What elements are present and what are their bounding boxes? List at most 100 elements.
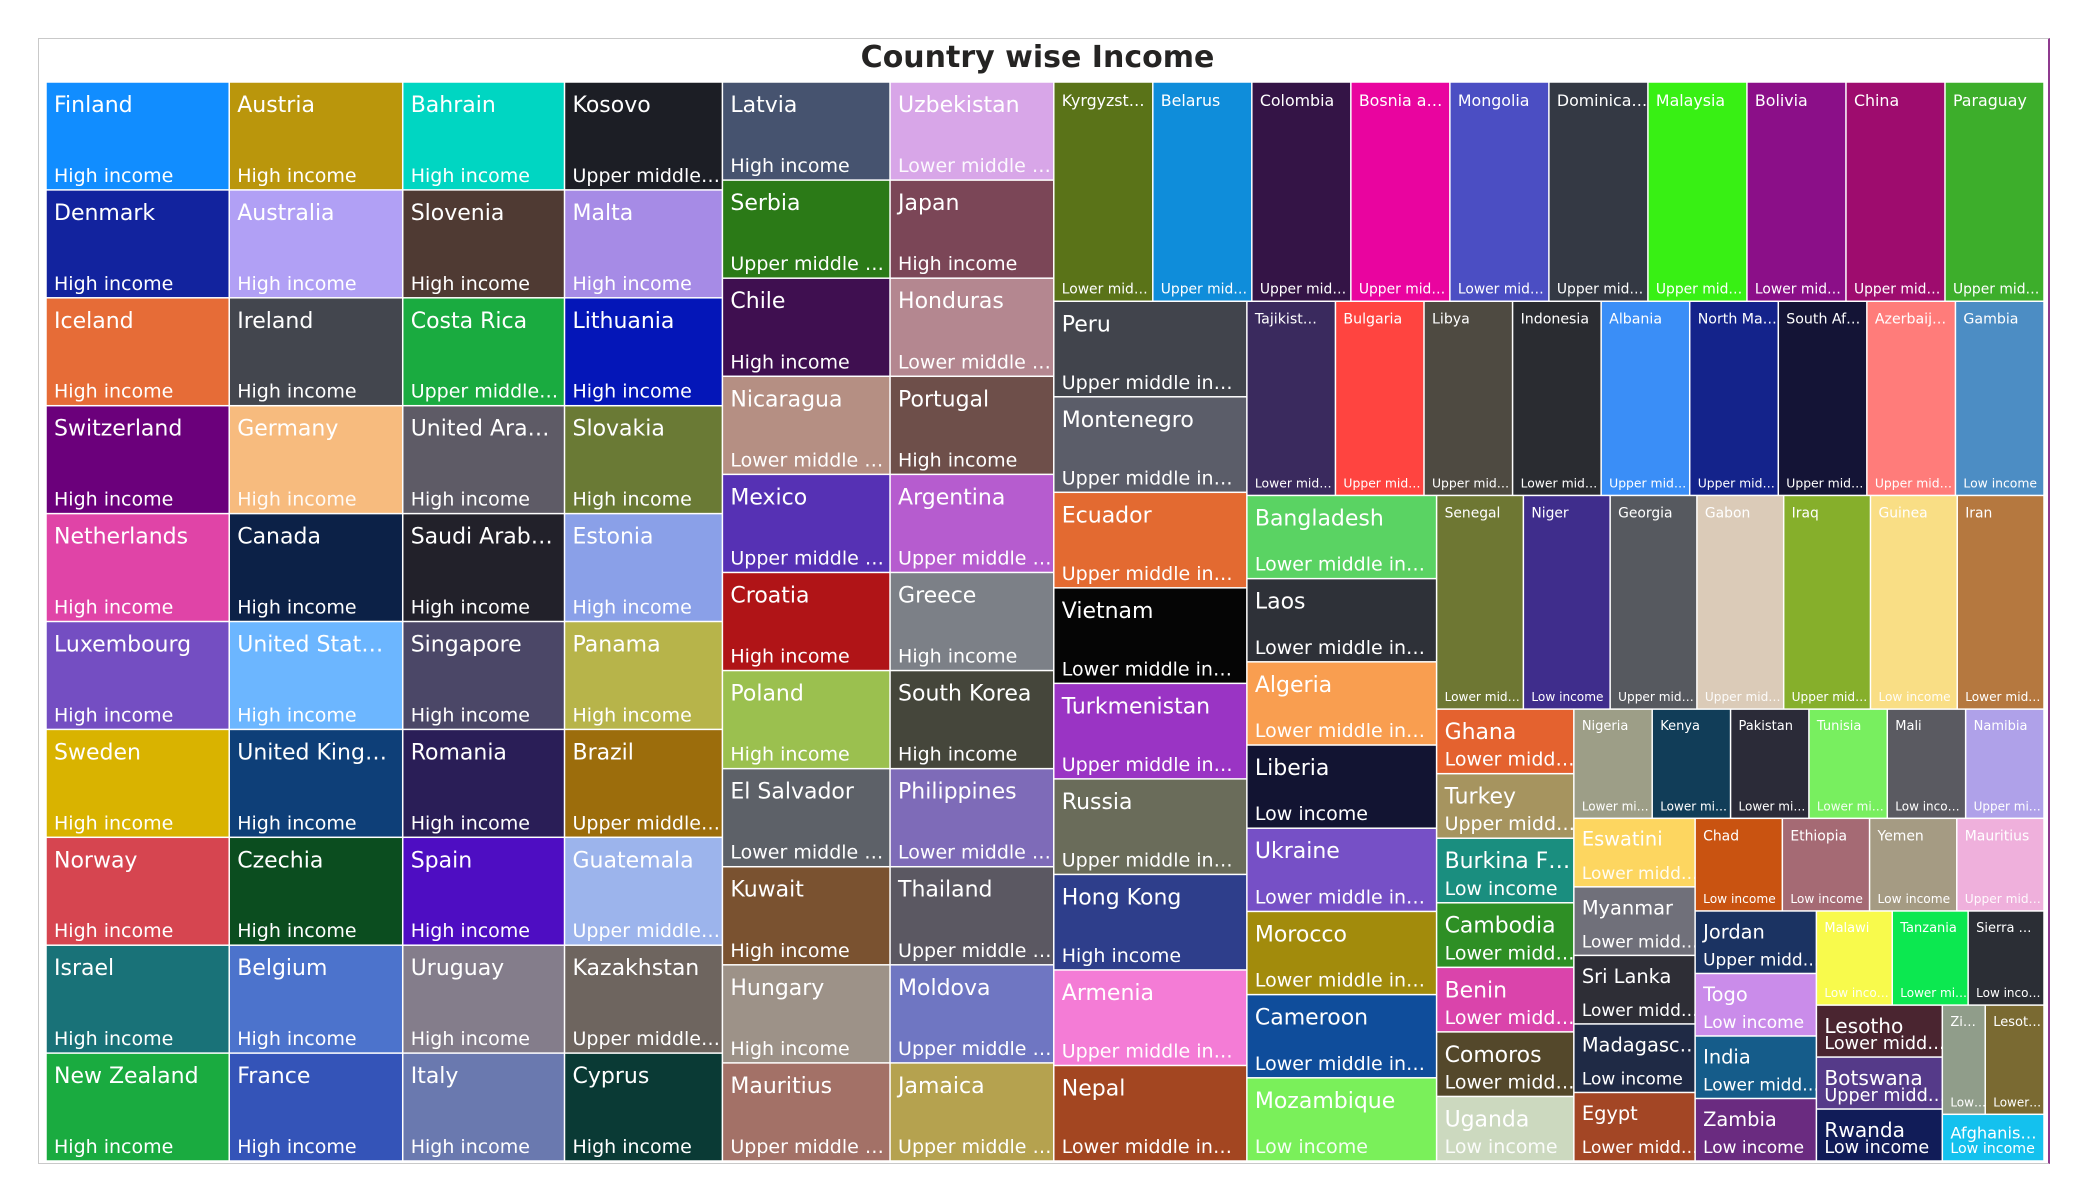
treemap-cell-serbia[interactable]: Serbia Upper middle … bbox=[723, 180, 890, 278]
treemap-rect[interactable] bbox=[890, 867, 1054, 965]
treemap-cell-pakistan[interactable]: Pakistan Lower mi… bbox=[1731, 709, 1809, 818]
treemap-rect[interactable] bbox=[229, 1053, 402, 1161]
treemap-rect[interactable] bbox=[565, 298, 722, 405]
treemap-rect[interactable] bbox=[1524, 496, 1610, 709]
treemap-cell-sweden[interactable]: Sweden High income bbox=[46, 730, 229, 837]
treemap-cell-bulgaria[interactable]: Bulgaria Upper mid… bbox=[1336, 302, 1424, 495]
treemap-rect[interactable] bbox=[1437, 838, 1574, 903]
treemap-rect[interactable] bbox=[403, 514, 564, 621]
treemap-cell-mexico[interactable]: Mexico Upper middle … bbox=[723, 475, 890, 572]
treemap-cell-guinea[interactable]: Guinea Low income bbox=[1871, 496, 1957, 709]
treemap-cell-tajikistan[interactable]: Tajikist… Lower mid… bbox=[1247, 302, 1335, 495]
treemap-cell-spain[interactable]: Spain High income bbox=[403, 838, 564, 945]
treemap-rect[interactable] bbox=[1437, 496, 1523, 709]
treemap-rect[interactable] bbox=[229, 945, 402, 1053]
treemap-cell-laos[interactable]: Laos Lower middle in… bbox=[1247, 579, 1436, 662]
treemap-cell-indonesia[interactable]: Indonesia Lower mid… bbox=[1513, 302, 1601, 495]
treemap-cell-slovenia[interactable]: Slovenia High income bbox=[403, 190, 564, 298]
treemap-cell-croatia[interactable]: Croatia High income bbox=[723, 573, 890, 670]
treemap-cell-kazakhstan[interactable]: Kazakhstan Upper middle… bbox=[565, 945, 722, 1053]
treemap-cell-united-kingdom[interactable]: United King… High income bbox=[229, 730, 402, 837]
treemap-cell-myanmar[interactable]: Myanmar Lower midd… bbox=[1574, 887, 1698, 955]
treemap-rect[interactable] bbox=[1574, 887, 1695, 955]
treemap-rect[interactable] bbox=[1956, 302, 2044, 495]
treemap-cell-bangladesh[interactable]: Bangladesh Lower middle in… bbox=[1247, 496, 1436, 578]
treemap-cell-vietnam[interactable]: Vietnam Lower middle in… bbox=[1054, 588, 1247, 683]
treemap-cell-nicaragua[interactable]: Nicaragua Lower middle … bbox=[723, 377, 890, 474]
treemap-rect[interactable] bbox=[565, 406, 722, 513]
treemap-cell-bolivia[interactable]: Bolivia Lower mid… bbox=[1747, 82, 1846, 301]
treemap-cell-iceland[interactable]: Iceland High income bbox=[46, 298, 229, 405]
treemap-cell-thailand[interactable]: Thailand Upper middle … bbox=[890, 867, 1054, 965]
treemap-rect[interactable] bbox=[403, 945, 564, 1053]
treemap-cell-burkina-faso[interactable]: Burkina F… Low income bbox=[1437, 838, 1574, 903]
treemap-cell-niger[interactable]: Niger Low income bbox=[1524, 496, 1610, 709]
treemap-cell-netherlands[interactable]: Netherlands High income bbox=[46, 514, 229, 621]
treemap-rect[interactable] bbox=[1966, 709, 2044, 818]
treemap-rect[interactable] bbox=[1247, 912, 1436, 994]
treemap-cell-nigeria[interactable]: Nigeria Lower mi… bbox=[1574, 709, 1652, 818]
treemap-rect[interactable] bbox=[1809, 709, 1887, 818]
treemap-cell-costa-rica[interactable]: Costa Rica Upper middle… bbox=[403, 298, 564, 405]
treemap-rect[interactable] bbox=[1054, 588, 1247, 683]
treemap-rect[interactable] bbox=[46, 406, 229, 513]
treemap-rect[interactable] bbox=[1695, 974, 1816, 1036]
treemap-cell-bahrain[interactable]: Bahrain High income bbox=[403, 82, 564, 190]
treemap-rect[interactable] bbox=[723, 769, 890, 866]
treemap-cell-uzbekistan[interactable]: Uzbekistan Lower middle … bbox=[890, 82, 1054, 180]
treemap-rect[interactable] bbox=[403, 82, 564, 190]
treemap-rect[interactable] bbox=[1695, 1099, 1816, 1161]
treemap-cell-zimbabwe[interactable]: Zi… Low… bbox=[1943, 1005, 1986, 1114]
treemap-cell-sri-lanka[interactable]: Sri Lanka Lower midd… bbox=[1574, 956, 1698, 1024]
treemap-cell-poland[interactable]: Poland High income bbox=[723, 671, 890, 768]
treemap-rect[interactable] bbox=[565, 1053, 722, 1161]
treemap-rect[interactable] bbox=[1247, 662, 1436, 745]
treemap-cell-austria[interactable]: Austria High income bbox=[229, 82, 402, 190]
treemap-rect[interactable] bbox=[1817, 1057, 1942, 1109]
treemap-rect[interactable] bbox=[1054, 302, 1247, 397]
treemap-rect[interactable] bbox=[1574, 1024, 1695, 1092]
treemap-cell-cyprus[interactable]: Cyprus High income bbox=[565, 1053, 722, 1161]
treemap-cell-belgium[interactable]: Belgium High income bbox=[229, 945, 402, 1053]
treemap-rect[interactable] bbox=[1695, 819, 1782, 911]
treemap-rect[interactable] bbox=[46, 298, 229, 405]
treemap-cell-mali[interactable]: Mali Low inco… bbox=[1888, 709, 1965, 818]
treemap-rect[interactable] bbox=[1690, 302, 1778, 495]
treemap-cell-hong-kong[interactable]: Hong Kong High income bbox=[1054, 875, 1247, 970]
treemap-cell-turkmenistan[interactable]: Turkmenistan Upper middle in… bbox=[1054, 684, 1247, 779]
treemap-rect[interactable] bbox=[1888, 709, 1965, 818]
treemap-rect[interactable] bbox=[1574, 1093, 1695, 1161]
treemap-cell-australia[interactable]: Australia High income bbox=[229, 190, 402, 298]
treemap-rect[interactable] bbox=[890, 475, 1054, 572]
treemap-cell-hungary[interactable]: Hungary High income bbox=[723, 965, 890, 1063]
treemap-rect[interactable] bbox=[1779, 302, 1867, 495]
treemap-cell-greece[interactable]: Greece High income bbox=[890, 573, 1054, 670]
treemap-rect[interactable] bbox=[723, 1063, 890, 1161]
treemap-cell-peru[interactable]: Peru Upper middle in… bbox=[1054, 302, 1247, 397]
treemap-rect[interactable] bbox=[1549, 82, 1648, 301]
treemap-rect[interactable] bbox=[1870, 819, 1957, 911]
treemap-cell-chad[interactable]: Chad Low income bbox=[1695, 819, 1782, 911]
treemap-cell-luxembourg[interactable]: Luxembourg High income bbox=[46, 622, 229, 729]
treemap-cell-italy[interactable]: Italy High income bbox=[403, 1053, 564, 1161]
treemap-rect[interactable] bbox=[723, 671, 890, 768]
treemap-cell-senegal[interactable]: Senegal Lower mid… bbox=[1437, 496, 1523, 709]
treemap-cell-jordan[interactable]: Jordan Upper midd… bbox=[1695, 911, 1820, 973]
treemap-rect[interactable] bbox=[1610, 496, 1697, 709]
treemap-rect[interactable] bbox=[1747, 82, 1846, 301]
treemap-cell-north-macedonia[interactable]: North Ma… Upper mid… bbox=[1690, 302, 1778, 495]
treemap-cell-albania[interactable]: Albania Upper mid… bbox=[1601, 302, 1689, 495]
treemap-cell-armenia[interactable]: Armenia Upper middle in… bbox=[1054, 970, 1247, 1065]
treemap-cell-mozambique[interactable]: Mozambique Low income bbox=[1247, 1078, 1436, 1161]
treemap-cell-gambia[interactable]: Gambia Low income bbox=[1956, 302, 2044, 495]
treemap-rect[interactable] bbox=[723, 475, 890, 572]
treemap-cell-chile[interactable]: Chile High income bbox=[723, 278, 890, 376]
treemap-cell-libya[interactable]: Libya Upper mid… bbox=[1424, 302, 1512, 495]
treemap-cell-uganda[interactable]: Uganda Low income bbox=[1437, 1097, 1574, 1161]
treemap-cell-argentina[interactable]: Argentina Upper middle … bbox=[890, 475, 1054, 572]
treemap-cell-nepal[interactable]: Nepal Lower middle in… bbox=[1054, 1066, 1247, 1161]
treemap-cell-turkey[interactable]: Turkey Upper midd… bbox=[1437, 774, 1575, 838]
treemap-cell-namibia[interactable]: Namibia Upper mi… bbox=[1966, 709, 2044, 818]
